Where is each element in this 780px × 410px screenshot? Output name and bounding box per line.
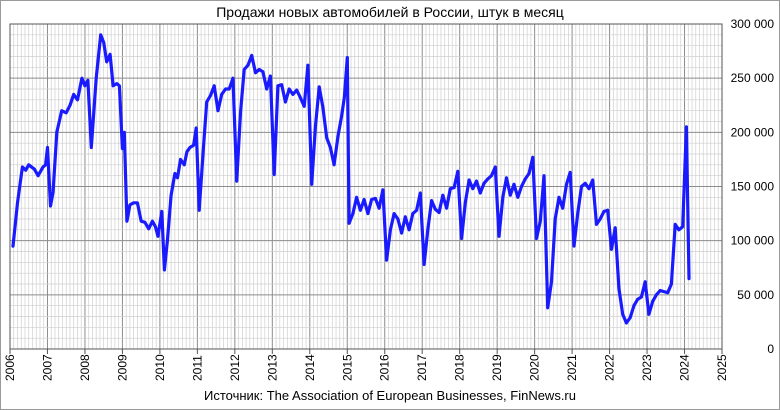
x-tick-label: 2015 xyxy=(340,354,354,381)
tick-labels: 2006 2007 2008 2009 2010 2011 2012 2013 2014 2015… xyxy=(3,17,774,381)
x-tick-label: 2023 xyxy=(640,354,654,381)
x-tick-label: 2022 xyxy=(603,354,617,381)
x-tick-label: 2012 xyxy=(228,354,242,381)
y-tick-label: 50 000 xyxy=(737,288,774,302)
y-tick-label: 250 000 xyxy=(731,71,775,85)
x-tick-label: 2020 xyxy=(528,354,542,381)
x-tick-label: 2006 xyxy=(3,354,17,381)
y-tick-label: 300 000 xyxy=(731,17,775,31)
y-tick-label: 100 000 xyxy=(731,234,775,248)
y-tick-label: 0 xyxy=(767,342,774,356)
x-tick-label: 2024 xyxy=(678,354,692,381)
axes xyxy=(9,23,723,354)
grid xyxy=(9,23,723,350)
x-tick-label: 2021 xyxy=(565,354,579,381)
series-line xyxy=(11,33,691,325)
x-tick-label: 2010 xyxy=(153,354,167,381)
x-tick-label: 2011 xyxy=(190,355,204,381)
x-tick-label: 2019 xyxy=(490,354,504,381)
x-tick-label: 2007 xyxy=(40,354,54,381)
x-tick-label: 2009 xyxy=(115,354,129,381)
plot-border xyxy=(9,23,723,350)
x-tick-label: 2016 xyxy=(378,354,392,381)
chart-title: Продажи новых автомобилей в России, штук… xyxy=(216,4,564,20)
y-tick-label: 150 000 xyxy=(731,180,775,194)
x-tick-label: 2008 xyxy=(78,354,92,381)
x-tick-label: 2017 xyxy=(415,354,429,381)
y-tick-label: 200 000 xyxy=(731,125,775,139)
x-tick-label: 2014 xyxy=(303,354,317,381)
x-tick-label: 2013 xyxy=(265,354,279,381)
series xyxy=(11,33,691,325)
x-tick-label: 2018 xyxy=(453,354,467,381)
x-tick-label: 2025 xyxy=(715,354,729,381)
chart-source: Источник: The Association of European Bu… xyxy=(204,388,576,403)
